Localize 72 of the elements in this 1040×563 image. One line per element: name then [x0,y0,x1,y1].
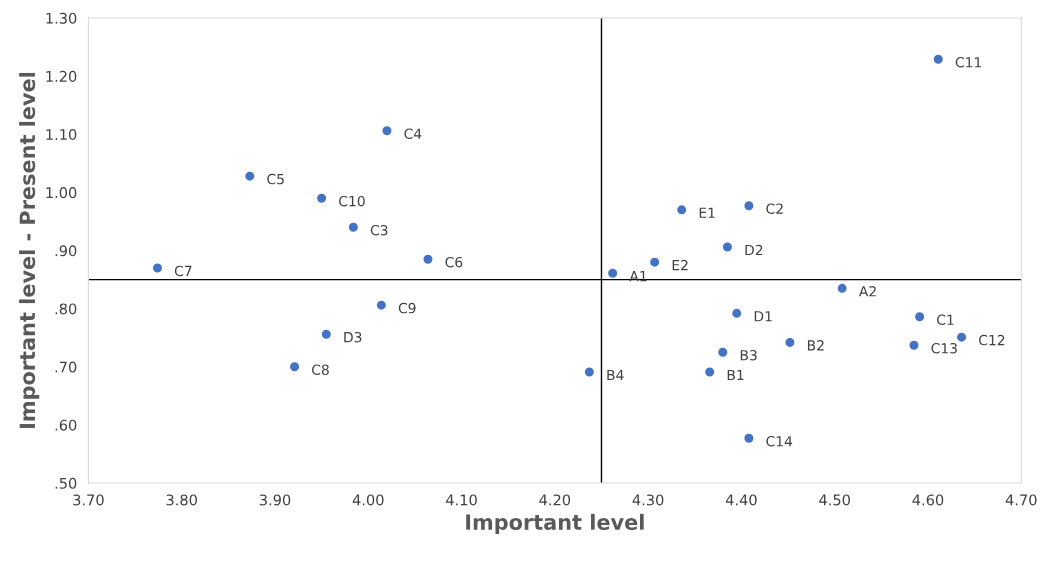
point [677,205,687,215]
y-tick-label: 1.00 [46,187,77,199]
point [317,193,327,203]
point [245,171,255,181]
annotation: C14 [766,435,793,447]
x-tick-label: 4.20 [539,494,571,506]
y-tick-label: .50 [55,477,77,489]
annotation: C5 [267,173,284,185]
annotation: D1 [754,311,772,322]
annotation: C13 [931,342,957,354]
annotation: B3 [740,349,757,361]
point [915,312,925,322]
annotation: A1 [629,271,647,282]
annotation: C6 [445,256,463,268]
point [933,54,943,64]
point [837,283,847,293]
x-tick-label: 3.80 [166,494,197,506]
point [705,367,715,377]
point [348,222,358,232]
point [744,433,754,443]
annotation: C10 [339,195,365,207]
annotation: A2 [858,286,876,297]
y-axis-title: Important level - Present level [19,72,40,428]
x-tick-label: 4.10 [446,494,477,506]
point [376,300,386,310]
x-tick-label: 4.50 [819,494,850,506]
x-tick-label: 4.00 [352,494,384,506]
point [650,257,660,267]
y-tick-label: 1.10 [46,128,77,141]
point [785,337,795,347]
annotation: C7 [174,265,192,277]
point [382,126,392,136]
y-tick-label: .90 [55,245,77,257]
x-tick-label: 4.30 [632,494,664,506]
y-tick-label: .60 [55,419,77,431]
y-tick-label: 1.30 [46,12,77,24]
annotation: B2 [807,340,824,351]
annotation: C2 [766,203,783,214]
x-tick-label: 3.70 [73,494,104,506]
x-axis-title: Important level [466,513,644,534]
annotation: D2 [745,244,763,256]
point [732,308,742,318]
annotation: C12 [979,334,1005,346]
y-tick-label: .70 [55,361,77,373]
annotation: B4 [607,369,624,381]
annotation: C4 [404,128,422,139]
annotation: C1 [937,314,954,325]
annotation: C11 [955,56,982,68]
annotation: E2 [672,259,688,271]
point [152,263,162,273]
point [909,340,919,350]
point [423,254,433,264]
y-tick-label: 1.20 [46,70,77,82]
annotation: C9 [398,302,416,314]
point [744,201,754,211]
annotation: B1 [727,369,744,381]
x-tick-label: 4.70 [1005,494,1037,506]
annotation: C8 [312,364,329,375]
point [321,329,331,339]
point [957,332,967,342]
x-tick-label: 3.90 [259,494,291,506]
annotation: E1 [699,207,715,218]
point [722,242,732,252]
annotation: C3 [370,224,388,236]
point [608,268,618,278]
x-tick-label: 4.40 [725,494,757,506]
annotation: D3 [344,331,362,343]
y-tick-label: .80 [55,303,77,315]
x-tick-label: 4.60 [912,494,944,506]
point [718,347,728,357]
point [290,362,300,372]
point [584,367,594,377]
